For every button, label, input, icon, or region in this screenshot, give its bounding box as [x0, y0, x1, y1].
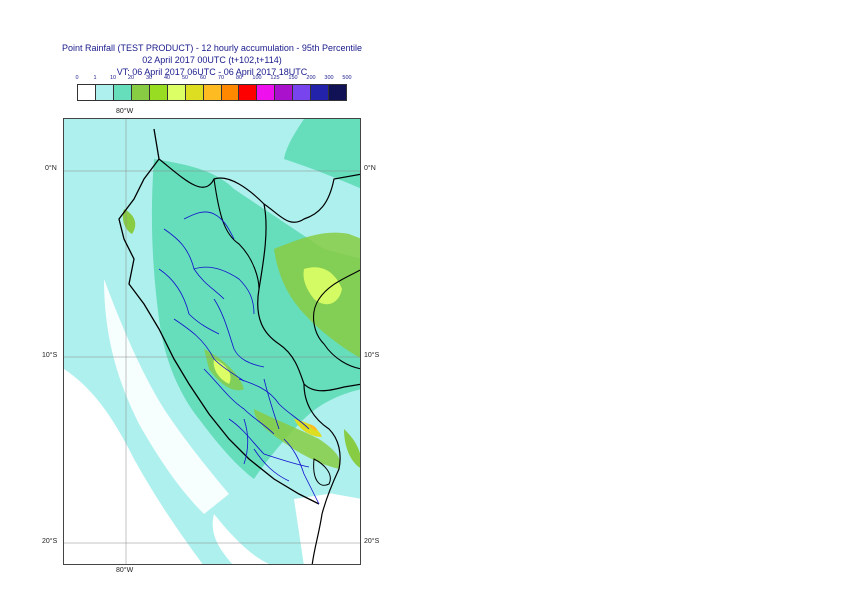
map-canvas — [64, 119, 360, 564]
lon-label-bottom: 80°W — [116, 567, 134, 574]
legend-tick-label-0: 0 — [75, 75, 79, 81]
dry-southern-coast — [212, 514, 270, 564]
border-east — [257, 203, 360, 392]
coastline — [118, 128, 320, 505]
title-line-1: Point Rainfall (TEST PRODUCT) - 12 hourl… — [62, 43, 362, 53]
lat-label-0-right: 0°N — [364, 165, 376, 172]
legend-swatch-13 — [311, 85, 330, 100]
rain-heavy-amazon — [303, 267, 342, 305]
legend-tick-label-6: 50 — [181, 75, 189, 81]
legend-swatch-0 — [78, 85, 96, 100]
legend-tick-label-2: 10 — [109, 75, 117, 81]
dry-altiplano — [294, 489, 360, 564]
lon-label-top: 80°W — [116, 108, 134, 115]
color-legend: 0 1 10 20 30 40 50 60 70 80 100 125 150 200 300 500 — [75, 75, 352, 103]
legend-tick-label-3: 20 — [127, 75, 135, 81]
legend-tick-label-15: 500 — [342, 75, 352, 81]
legend-tick-label-5: 40 — [163, 75, 171, 81]
rain-peak-cusco — [309, 424, 318, 431]
title-line-2: 02 April 2017 00UTC (t+102,t+114) — [142, 55, 282, 65]
dry-coastal-band — [104, 279, 229, 514]
legend-swatch-8 — [221, 85, 240, 100]
legend-tick-label-12: 150 — [288, 75, 298, 81]
dry-offshore-region — [64, 369, 203, 564]
legend-tick-label-9: 80 — [235, 75, 243, 81]
chart-title: Point Rainfall (TEST PRODUCT) - 12 hourl… — [0, 42, 424, 78]
lat-label-20-right: 20°S — [364, 538, 380, 545]
lat-label-10-right: 10°S — [364, 352, 380, 359]
legend-labels: 0 1 10 20 30 40 50 60 70 80 100 125 150 200 300 500 — [75, 75, 351, 85]
legend-tick-label-10: 100 — [252, 75, 262, 81]
lake-titicaca — [313, 458, 331, 486]
legend-tick-label-11: 125 — [270, 75, 280, 81]
rain-heavy-andes — [213, 359, 231, 384]
legend-swatch-6 — [185, 85, 204, 100]
rain-trace-region — [254, 420, 360, 499]
legend-bar — [77, 84, 347, 101]
lat-label-10-left: 10°S — [42, 352, 58, 359]
admin-boundaries — [158, 211, 320, 505]
border-colombia — [213, 178, 260, 290]
border-brazil — [313, 269, 360, 370]
legend-swatch-3 — [131, 85, 150, 100]
legend-swatch-14 — [329, 85, 347, 100]
legend-swatch-10 — [257, 85, 276, 100]
legend-tick-label-1: 1 — [93, 75, 97, 81]
legend-tick-label-13: 200 — [306, 75, 316, 81]
legend-swatch-4 — [149, 85, 168, 100]
title-line-3: VT: 06 April 2017 06UTC - 06 April 2017 … — [116, 67, 308, 77]
legend-swatch-2 — [113, 85, 132, 100]
lat-label-20-left: 20°S — [42, 538, 58, 545]
legend-tick-label-4: 30 — [145, 75, 153, 81]
border-north — [158, 158, 360, 223]
legend-swatch-9 — [239, 85, 258, 100]
legend-swatch-7 — [203, 85, 222, 100]
legend-tick-label-8: 70 — [217, 75, 225, 81]
rain-moderate-andes-central — [254, 409, 341, 469]
legend-tick-label-14: 300 — [324, 75, 334, 81]
legend-swatch-11 — [275, 85, 294, 100]
legend-swatch-12 — [293, 85, 312, 100]
rain-moderate-east — [344, 429, 360, 468]
map — [63, 118, 361, 565]
legend-swatch-5 — [167, 85, 186, 100]
legend-tick-label-7: 60 — [199, 75, 207, 81]
lat-label-0-left: 0°N — [45, 165, 57, 172]
legend-swatch-1 — [95, 85, 114, 100]
border-southeast — [303, 383, 341, 564]
